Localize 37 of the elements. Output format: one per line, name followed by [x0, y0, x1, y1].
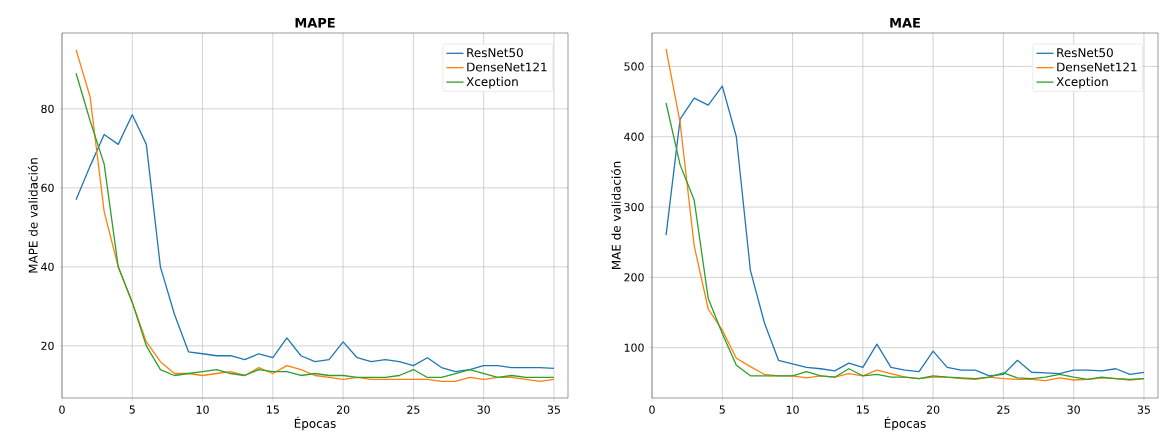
- y-tick-label: 500: [624, 62, 644, 71]
- x-tick-label: 15: [267, 405, 279, 414]
- legend-label: ResNet50: [1057, 48, 1113, 58]
- x-axis-title: Épocas: [884, 416, 926, 431]
- y-tick-label: 20: [41, 341, 54, 350]
- y-tick-label: 80: [41, 104, 54, 113]
- legend-label: DenseNet121: [467, 62, 547, 72]
- legend-label: ResNet50: [467, 48, 523, 58]
- x-tick-label: 20: [926, 405, 940, 414]
- x-tick-label: 20: [336, 405, 350, 414]
- x-tick-label: 15: [857, 405, 869, 414]
- x-tick-label: 10: [196, 405, 209, 414]
- y-axis-title: MAPE de validación: [27, 158, 38, 273]
- x-tick-label: 30: [477, 405, 490, 414]
- legend-label: Xception: [1056, 76, 1108, 89]
- y-tick-label: 300: [624, 202, 644, 212]
- y-axis-title: MAE de validación: [611, 161, 621, 269]
- y-tick-label: 100: [624, 343, 644, 352]
- x-tick-label: 35: [547, 405, 560, 414]
- x-tick-label: 25: [407, 405, 420, 414]
- chart-title: MAPE: [295, 18, 335, 28]
- y-tick-label: 40: [41, 262, 54, 271]
- x-tick-label: 30: [1067, 405, 1080, 414]
- y-tick-label: 200: [624, 273, 644, 282]
- x-tick-label: 5: [129, 405, 135, 414]
- legend-label: Xception: [466, 76, 518, 89]
- x-tick-label: 25: [997, 405, 1010, 414]
- x-tick-label: 35: [1137, 405, 1150, 414]
- x-tick-label: 10: [786, 405, 799, 414]
- x-axis-title: Épocas: [294, 416, 336, 431]
- y-tick-label: 400: [624, 132, 644, 141]
- x-tick-label: 0: [649, 405, 655, 414]
- x-tick-label: 5: [719, 405, 725, 414]
- y-tick-label: 60: [41, 183, 54, 192]
- x-tick-label: 0: [59, 405, 65, 414]
- legend-label: DenseNet121: [1057, 62, 1137, 72]
- chart-title: MAE: [890, 18, 920, 28]
